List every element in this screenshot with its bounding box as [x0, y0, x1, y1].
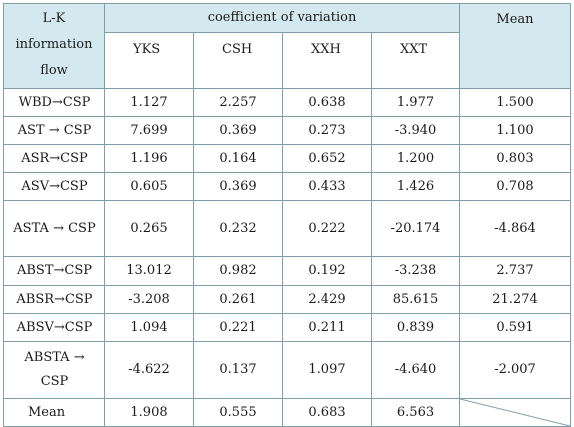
row-label-cell: ABSR→CSP	[3, 285, 105, 314]
value-cell: 0.261	[193, 285, 283, 314]
footer-value-cell: 1.908	[104, 398, 194, 427]
row-mean-cell: -4.864	[459, 200, 571, 257]
row-label-header: L-K information flow	[3, 3, 105, 89]
row-label: ABST→CSP	[16, 263, 92, 278]
row-label-cell: ASR→CSP	[3, 144, 105, 173]
value-cell: -4.622	[104, 341, 194, 399]
table-row: ASR→CSP 1.196 0.164 0.652 1.200 0.803	[3, 144, 571, 173]
value-cell: 0.369	[193, 116, 283, 145]
row-label-cell: ABST→CSP	[3, 256, 105, 286]
value-cell: -3.940	[371, 116, 460, 145]
column-header-text: XXH	[311, 42, 341, 57]
row-label-cell: ABSTA → CSP	[3, 341, 105, 399]
value-cell: 0.221	[193, 313, 283, 342]
row-mean-cell: 0.708	[459, 172, 571, 201]
column-header-text: CSH	[222, 42, 253, 57]
value-cell: 0.211	[282, 313, 372, 342]
row-label: ASTA → CSP	[13, 220, 96, 236]
value-cell: 0.273	[282, 116, 372, 145]
coefficient-of-variation-table: L-K information flow coefficient of vari…	[3, 3, 571, 427]
table-row: WBD→CSP 1.127 2.257 0.638 1.977 1.500	[3, 88, 571, 117]
table-row: ABSV→CSP 1.094 0.221 0.211 0.839 0.591	[3, 313, 571, 342]
value-cell: 13.012	[104, 256, 194, 286]
column-header-yks: YKS	[104, 32, 194, 89]
value-cell: -3.208	[104, 285, 194, 314]
footer-value-cell: 6.563	[371, 398, 460, 427]
value-cell: 2.429	[282, 285, 372, 314]
value-cell: 1.094	[104, 313, 194, 342]
group-header: coefficient of variation	[104, 3, 460, 33]
value-cell: 1.097	[282, 341, 372, 399]
row-mean-cell: 2.737	[459, 256, 571, 286]
row-label: ABSV→CSP	[16, 319, 93, 335]
value-cell: 85.615	[371, 285, 460, 314]
value-cell: 0.982	[193, 256, 283, 286]
table-row: ASV→CSP 0.605 0.369 0.433 1.426 0.708	[3, 172, 571, 201]
value-cell: 1.196	[104, 144, 194, 173]
empty-diagonal-cell	[459, 398, 571, 427]
value-cell: 0.605	[104, 172, 194, 201]
value-cell: 0.433	[282, 172, 372, 201]
row-label-header-text: L-K information flow	[15, 11, 93, 78]
row-label: ABSR→CSP	[16, 291, 93, 307]
row-label: ASV→CSP	[21, 178, 88, 194]
row-mean-cell: 1.100	[459, 116, 571, 145]
row-label: AST → CSP	[17, 122, 92, 138]
row-mean-cell: 1.500	[459, 88, 571, 117]
row-label-cell: AST → CSP	[3, 116, 105, 145]
row-label-cell: ASTA → CSP	[3, 200, 105, 257]
row-mean-cell: 0.803	[459, 144, 571, 173]
column-header-text: YKS	[133, 42, 161, 57]
column-header-text: XXT	[400, 42, 428, 57]
value-cell: 0.232	[193, 200, 283, 257]
column-header-csh: CSH	[193, 32, 283, 89]
diagonal-line	[460, 399, 570, 426]
value-cell: 0.192	[282, 256, 372, 286]
value-cell: 7.699	[104, 116, 194, 145]
value-cell: 1.200	[371, 144, 460, 173]
footer-value-cell: 0.683	[282, 398, 372, 427]
value-cell: 0.222	[282, 200, 372, 257]
row-mean-cell: -2.007	[459, 341, 571, 399]
value-cell: 0.638	[282, 88, 372, 117]
footer-value-cell: 0.555	[193, 398, 283, 427]
column-header-xxh: XXH	[282, 32, 372, 89]
table-row: ASTA → CSP 0.265 0.232 0.222 -20.174 -4.864	[3, 200, 571, 257]
footer-label-cell: Mean	[3, 398, 105, 427]
value-cell: 1.127	[104, 88, 194, 117]
footer-mean-row: Mean 1.908 0.555 0.683 6.563	[3, 398, 571, 427]
value-cell: -3.238	[371, 256, 460, 286]
value-cell: 0.652	[282, 144, 372, 173]
row-label-cell: ASV→CSP	[3, 172, 105, 201]
value-cell: -20.174	[371, 200, 460, 257]
column-header-xxt: XXT	[371, 32, 460, 89]
value-cell: -4.640	[371, 341, 460, 399]
table-row: AST → CSP 7.699 0.369 0.273 -3.940 1.100	[3, 116, 571, 145]
row-mean-cell: 0.591	[459, 313, 571, 342]
value-cell: 0.137	[193, 341, 283, 399]
value-cell: 2.257	[193, 88, 283, 117]
value-cell: 0.265	[104, 200, 194, 257]
value-cell: 1.426	[371, 172, 460, 201]
mean-header-text: Mean	[496, 12, 534, 27]
value-cell: 0.369	[193, 172, 283, 201]
row-mean-cell: 21.274	[459, 285, 571, 314]
mean-header: Mean	[459, 3, 571, 89]
value-cell: 0.839	[371, 313, 460, 342]
header-row-2: YKS CSH XXH XXT	[4, 32, 571, 89]
value-cell: 0.164	[193, 144, 283, 173]
value-cell: 1.977	[371, 88, 460, 117]
table-row: ABSR→CSP -3.208 0.261 2.429 85.615 21.274	[3, 285, 571, 314]
group-header-text: coefficient of variation	[207, 10, 357, 25]
row-label-cell: WBD→CSP	[3, 88, 105, 117]
row-label: WBD→CSP	[18, 94, 91, 110]
row-label-cell: ABSV→CSP	[3, 313, 105, 342]
table-row: ABST→CSP 13.012 0.982 0.192 -3.238 2.737	[3, 256, 571, 286]
table-row: ABSTA → CSP -4.622 0.137 1.097 -4.640 -2.007	[3, 341, 571, 399]
row-label: ASR→CSP	[21, 150, 88, 166]
header-row-1: L-K information flow coefficient of vari…	[3, 3, 571, 89]
row-label: ABSTA → CSP	[24, 350, 85, 389]
